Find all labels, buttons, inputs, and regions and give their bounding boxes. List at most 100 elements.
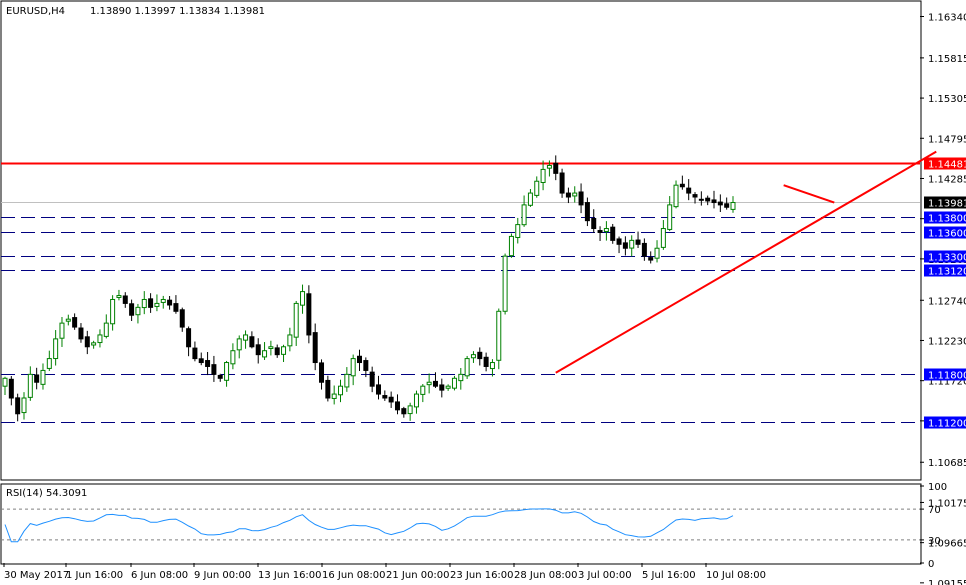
candle <box>84 330 90 355</box>
candle <box>97 329 103 348</box>
candle <box>192 341 198 362</box>
candle <box>46 350 52 371</box>
candle-body <box>559 172 565 194</box>
candle <box>717 194 723 213</box>
candle-body <box>122 295 128 304</box>
candle-body <box>211 364 217 375</box>
candle-body <box>97 334 103 344</box>
candle <box>673 180 679 209</box>
price-axis: 1.163401.158151.153051.147951.142851.137… <box>920 13 966 585</box>
candle <box>375 375 381 400</box>
candle-body <box>527 192 533 206</box>
candle-body <box>78 327 84 340</box>
candle <box>338 379 344 403</box>
price-tick-label: 1.12740 <box>928 296 966 307</box>
candle <box>2 376 8 396</box>
candle <box>679 175 685 190</box>
time-tick-label: 6 Jun 08:00 <box>131 570 188 581</box>
candle-body <box>287 334 293 347</box>
candle <box>597 226 603 242</box>
candle-body <box>496 310 502 361</box>
candles <box>2 155 736 422</box>
candle <box>489 359 495 377</box>
candle-body <box>578 191 584 206</box>
time-tick-label: 28 Jun 08:00 <box>514 570 578 581</box>
candle <box>388 391 394 408</box>
candle <box>692 192 698 204</box>
rsi-panel: 100 70 30 0 <box>1 482 947 570</box>
candle-body <box>534 180 540 196</box>
candle <box>407 402 413 421</box>
chart-header-symbol: EURUSD,H4 <box>6 6 65 17</box>
candle <box>78 323 84 343</box>
candle-body <box>325 379 331 399</box>
chart-header-ohlc: 1.13890 1.13997 1.13834 1.13981 <box>90 6 265 17</box>
candle-body <box>610 226 616 241</box>
level-label: 1.13600 <box>928 229 966 240</box>
candle-body <box>565 192 571 198</box>
candle <box>546 160 552 177</box>
trendline <box>783 184 835 204</box>
candle-body <box>603 228 609 232</box>
candle-body <box>711 199 717 204</box>
candle <box>572 186 578 203</box>
candle-body <box>312 332 318 364</box>
candle <box>477 347 483 366</box>
candle <box>173 295 179 314</box>
candle <box>515 217 521 244</box>
candle-body <box>584 202 590 222</box>
candle-body <box>249 336 255 348</box>
candle <box>502 253 508 315</box>
candle <box>711 190 717 209</box>
time-tick-label: 1 Jun 16:00 <box>66 570 123 581</box>
candle-body <box>2 377 8 387</box>
candle <box>667 196 673 232</box>
time-tick-label: 23 Jun 16:00 <box>450 570 514 581</box>
candle <box>641 238 647 261</box>
candle <box>312 323 318 371</box>
candle <box>413 390 419 414</box>
candle-body <box>717 201 723 206</box>
candle <box>27 366 33 401</box>
candle <box>198 352 204 366</box>
candle-body <box>540 168 546 183</box>
candle <box>464 355 470 379</box>
candle-body <box>148 298 154 308</box>
candle <box>394 394 400 415</box>
candle-body <box>319 362 325 383</box>
candle <box>59 316 65 347</box>
candle-body <box>388 396 394 403</box>
rsi-tick-label: 30 <box>928 536 941 547</box>
price-tick-label: 1.09155 <box>928 579 966 585</box>
candle <box>369 366 375 393</box>
candle <box>591 209 597 233</box>
candle <box>698 191 704 206</box>
trendline <box>555 150 937 374</box>
candle-body <box>724 203 730 208</box>
candle <box>274 344 280 358</box>
candle <box>610 223 616 244</box>
candle-body <box>15 397 21 415</box>
price-tick-label: 1.16340 <box>928 13 966 24</box>
candle <box>654 240 660 263</box>
candle-body <box>154 302 160 307</box>
candle <box>8 376 14 406</box>
time-tick-label: 30 May 2017 <box>4 570 69 581</box>
candle-body <box>192 347 198 360</box>
level-label-bg <box>924 226 966 239</box>
candle-body <box>439 384 445 391</box>
candle <box>432 372 438 388</box>
level-label: 1.11200 <box>928 419 966 430</box>
candle-body <box>363 360 369 371</box>
candle <box>40 363 46 390</box>
candle-body <box>300 291 306 306</box>
candle <box>224 360 230 387</box>
time-tick-label: 21 Jun 00:00 <box>386 570 450 581</box>
candle <box>559 168 565 198</box>
candle <box>15 393 21 422</box>
candle <box>439 378 445 398</box>
candle <box>426 373 432 394</box>
candle-body <box>268 346 274 349</box>
candle <box>287 327 293 352</box>
candle-body <box>186 328 192 348</box>
